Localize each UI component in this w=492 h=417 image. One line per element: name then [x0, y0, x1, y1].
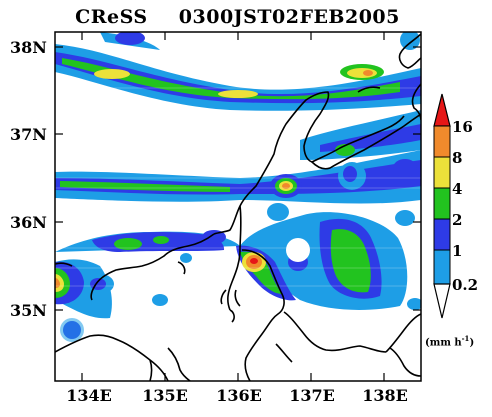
x-tick-137e: 137E — [289, 386, 335, 405]
unit-text: (mm h — [425, 337, 462, 349]
precip-field — [55, 32, 421, 381]
coastlines — [55, 33, 421, 381]
colorbar — [433, 93, 451, 319]
title-model: CReSS — [75, 6, 148, 28]
unit-close: ) — [469, 337, 475, 349]
band-north — [55, 32, 421, 111]
colorbar-swatch-4-8 — [433, 156, 451, 189]
axis-ticks — [55, 32, 421, 381]
band-south — [55, 203, 421, 342]
colorbar-swatch-2-4 — [433, 187, 451, 220]
colorbar-label-1: 1 — [452, 242, 463, 260]
colorbar-top-triangle — [433, 93, 451, 127]
scan-lines — [55, 87, 421, 287]
x-tick-135e: 135E — [142, 386, 188, 405]
x-tick-138e: 138E — [362, 386, 408, 405]
colorbar-swatch-02-1 — [433, 249, 451, 285]
colorbar-label-0-2: 0.2 — [452, 276, 479, 294]
colorbar-label-16: 16 — [452, 118, 473, 136]
y-tick-38n: 38N — [10, 38, 47, 57]
colorbar-swatch-1-2 — [433, 218, 451, 251]
figure-title: CReSS 0300JST02FEB2005 — [55, 6, 420, 28]
unit-superscript: -1 — [461, 334, 470, 343]
y-tick-37n: 37N — [10, 125, 47, 144]
colorbar-unit: (mm h-1) — [425, 334, 474, 348]
y-tick-35n: 35N — [10, 301, 47, 320]
y-tick-36n: 36N — [10, 213, 47, 232]
x-tick-134e: 134E — [66, 386, 112, 405]
colorbar-bottom-triangle — [433, 283, 451, 319]
x-tick-136e: 136E — [216, 386, 262, 405]
colorbar-label-4: 4 — [452, 180, 463, 198]
colorbar-label-8: 8 — [452, 149, 463, 167]
title-time: 0300JST02FEB2005 — [178, 6, 400, 28]
colorbar-swatch-8-16 — [433, 125, 451, 158]
colorbar-label-2: 2 — [452, 211, 463, 229]
